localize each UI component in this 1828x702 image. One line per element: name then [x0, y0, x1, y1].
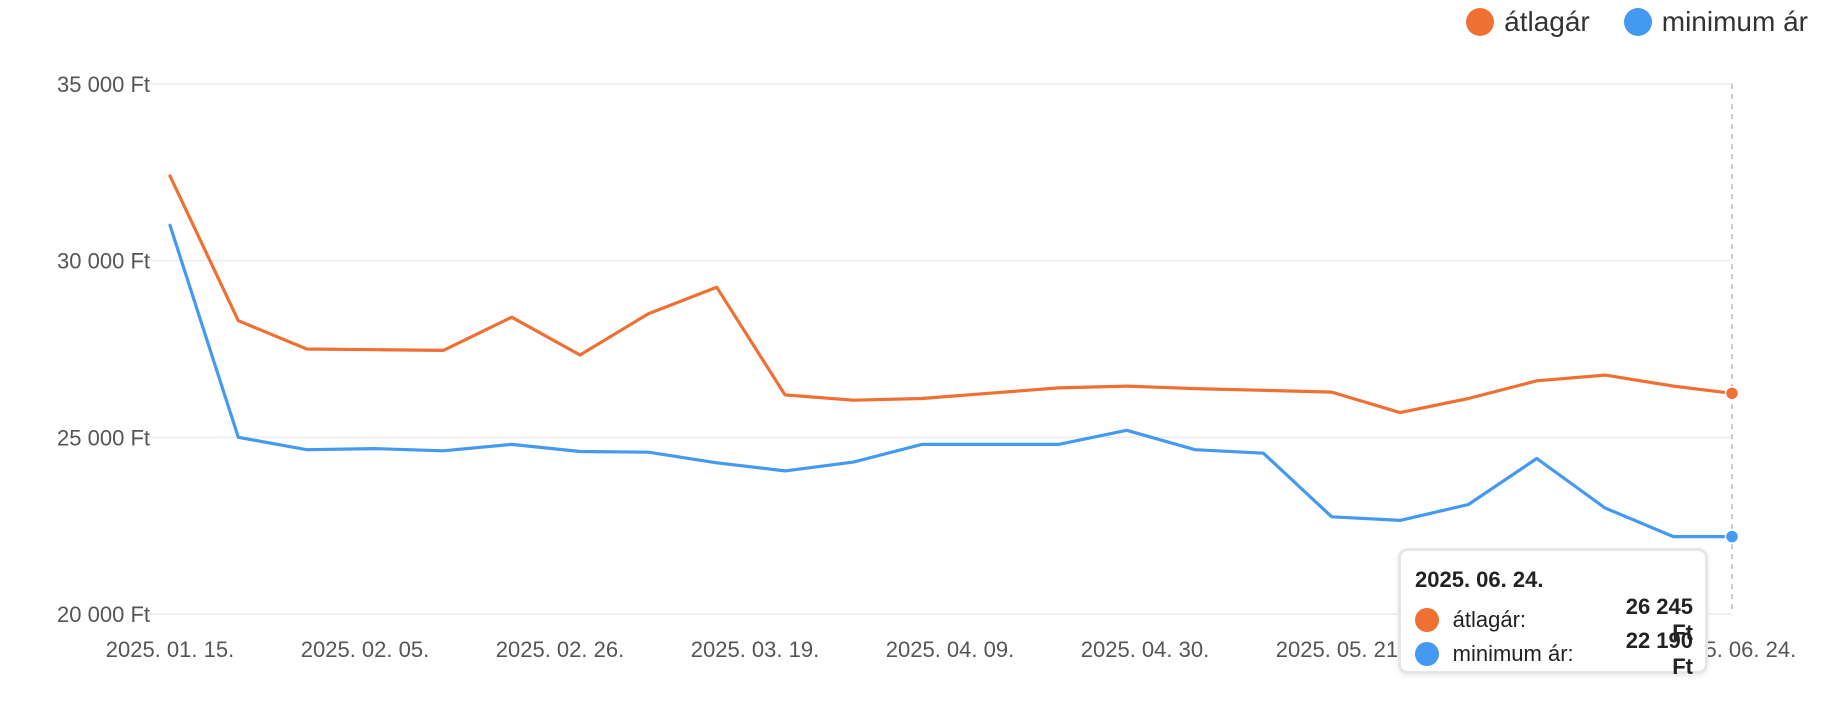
- tooltip-label-minimum-ar: minimum ár:: [1452, 641, 1574, 666]
- x-tick-label: 2025. 05. 21.: [1276, 637, 1404, 662]
- tooltip-dot-atlagar: [1415, 608, 1439, 632]
- y-tick-label: 35 000 Ft: [57, 72, 150, 97]
- tooltip-dot-minimum-ar: [1415, 642, 1439, 666]
- chart-tooltip: 2025. 06. 24. átlagár: 26 245 Ft minimum…: [1398, 548, 1708, 679]
- chart-legend: átlagár minimum ár: [1466, 6, 1808, 38]
- y-tick-label: 30 000 Ft: [57, 249, 150, 274]
- legend-label-atlagar: átlagár: [1504, 6, 1590, 37]
- series-line-1: [168, 223, 1734, 539]
- series-point-1: [1724, 529, 1740, 544]
- x-tick-label: 2025. 02. 26.: [496, 637, 624, 662]
- legend-label-minimum-ar: minimum ár: [1661, 6, 1808, 37]
- tooltip-date: 2025. 06. 24.: [1415, 567, 1544, 592]
- series-line-0: [168, 174, 1734, 415]
- tooltip-label-atlagar: átlagár:: [1452, 607, 1527, 632]
- legend-item-atlagar[interactable]: átlagár: [1466, 6, 1590, 38]
- x-tick-label: 2025. 04. 30.: [1081, 637, 1209, 662]
- y-tick-label: 25 000 Ft: [57, 425, 150, 450]
- x-tick-label: 2025. 04. 09.: [886, 637, 1014, 662]
- x-tick-label: 2025. 01. 15.: [106, 637, 234, 662]
- x-tick-label: 2025. 03. 19.: [691, 637, 819, 662]
- tooltip-value-atlagar: 26 245 Ft: [1625, 594, 1693, 645]
- legend-dot-minimum-ar: [1623, 8, 1652, 36]
- legend-item-minimum-ar[interactable]: minimum ár: [1623, 6, 1808, 38]
- series-point-0: [1724, 386, 1740, 401]
- x-tick-label: 2025. 02. 05.: [301, 637, 429, 662]
- tooltip-row-atlagar: átlagár: 26 245 Ft: [1415, 594, 1693, 645]
- y-tick-label: 20 000 Ft: [57, 602, 150, 627]
- tooltip-value-minimum-ar: 22 190 Ft: [1625, 628, 1693, 679]
- legend-dot-atlagar: [1466, 8, 1495, 36]
- tooltip-row-minimum-ar: minimum ár: 22 190 Ft: [1415, 628, 1693, 679]
